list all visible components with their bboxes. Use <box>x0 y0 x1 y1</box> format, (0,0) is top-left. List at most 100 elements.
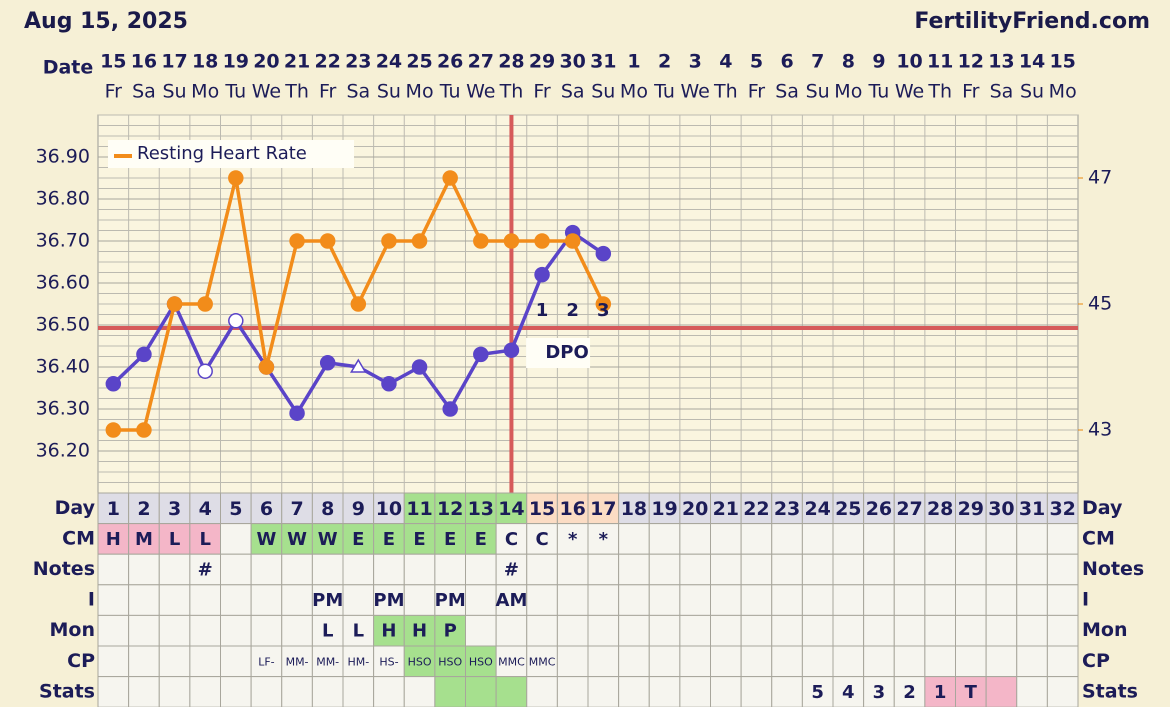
day-number: 3 <box>168 498 181 520</box>
row-label: Notes <box>33 558 95 580</box>
y2-tick-label: 47 <box>1088 167 1112 189</box>
table-cell <box>128 584 160 616</box>
weekday-label: Su <box>1020 81 1044 103</box>
date-label: 3 <box>689 51 702 73</box>
weekday-label: Su <box>163 81 187 103</box>
table-cell <box>342 584 375 616</box>
point <box>595 245 612 262</box>
day-cell <box>985 492 1018 525</box>
table-cell <box>434 676 466 707</box>
table-cell <box>679 553 711 586</box>
row-label-right: CM <box>1082 527 1115 549</box>
weekday-label: Fr <box>319 81 337 103</box>
table-cell <box>710 553 742 586</box>
table-cell <box>373 614 405 647</box>
weekday-label: We <box>895 81 924 103</box>
day-number: 26 <box>866 498 892 520</box>
table-cell <box>771 584 803 616</box>
table-cell <box>679 614 711 647</box>
point <box>381 233 397 249</box>
weekday-label: Tu <box>439 81 461 103</box>
point <box>136 346 152 363</box>
date-label: 20 <box>253 51 279 73</box>
day-number: 2 <box>137 498 150 520</box>
date-label: 10 <box>896 51 922 73</box>
cell-text: 1 <box>934 682 947 703</box>
table-cell <box>1016 523 1048 555</box>
weekday-label: Th <box>284 81 309 103</box>
weekday-label: Th <box>713 81 738 103</box>
cell-text: E <box>383 529 395 550</box>
table-cell <box>281 553 313 586</box>
table-cell <box>281 584 313 616</box>
cell-text: H <box>381 621 396 642</box>
table-cell <box>863 584 895 616</box>
cell-text: L <box>199 529 210 550</box>
day-number: 5 <box>229 498 242 520</box>
table-cell <box>801 645 834 678</box>
cell-text: C <box>535 529 548 550</box>
table-cell <box>281 523 313 555</box>
date-label: 17 <box>161 51 187 73</box>
cell-text: T <box>965 682 978 703</box>
table-cell <box>710 584 742 616</box>
table-cell <box>955 523 987 555</box>
table-cell <box>618 645 650 678</box>
table-cell <box>618 523 650 555</box>
y-tick-label: 36.70 <box>36 230 90 252</box>
day-number: 4 <box>199 498 212 520</box>
day-number: 12 <box>437 498 463 520</box>
point <box>411 359 428 375</box>
table-cell <box>801 584 834 616</box>
date-label: 28 <box>498 51 524 73</box>
cell-text: E <box>444 529 456 550</box>
weekday-label: Th <box>927 81 952 103</box>
table-cell <box>587 645 620 678</box>
table-cell <box>863 553 895 586</box>
dpo-label: 3 <box>597 300 610 321</box>
day-number: 25 <box>835 498 861 520</box>
table-cell <box>648 676 681 707</box>
dpo-label: 1 <box>536 300 549 321</box>
table-cell <box>495 553 528 586</box>
date-label: 26 <box>437 51 463 73</box>
table-cell <box>281 614 313 647</box>
table-cell <box>985 523 1018 555</box>
table-cell <box>556 584 589 616</box>
row-label: Day <box>55 497 96 519</box>
cell-text: E <box>352 529 364 550</box>
weekday-label: Mo <box>406 81 434 103</box>
table-cell <box>189 614 221 647</box>
y-tick-label: 36.90 <box>36 146 90 168</box>
day-cell <box>710 492 742 525</box>
row-label-right: Day <box>1082 497 1123 519</box>
table-cell <box>1016 553 1048 586</box>
table-cell <box>679 645 711 678</box>
table-cell <box>281 676 313 707</box>
table-cell <box>97 645 130 678</box>
cell-text: HS- <box>379 655 398 668</box>
table-cell <box>587 584 620 616</box>
point <box>228 313 244 329</box>
weekday-label: Sa <box>561 81 585 103</box>
table-cell <box>832 553 865 586</box>
table-cell <box>985 645 1018 678</box>
table-cell <box>250 584 283 616</box>
day-cell <box>1016 492 1048 525</box>
cell-text: L <box>322 621 333 642</box>
day-number: 30 <box>988 498 1014 520</box>
day-cell <box>250 492 283 525</box>
legend-label: Resting Heart Rate <box>137 143 307 164</box>
table-cell <box>158 614 191 647</box>
table-cell <box>924 614 956 647</box>
table-cell <box>832 645 865 678</box>
table-cell <box>250 676 283 707</box>
table-cell <box>771 645 803 678</box>
table-cell <box>128 523 160 555</box>
table-cell <box>403 523 436 555</box>
date-label: 15 <box>100 51 126 73</box>
table-cell <box>158 553 191 586</box>
table-cell <box>1046 614 1079 647</box>
day-cell <box>220 492 252 525</box>
cell-text: E <box>475 529 487 550</box>
